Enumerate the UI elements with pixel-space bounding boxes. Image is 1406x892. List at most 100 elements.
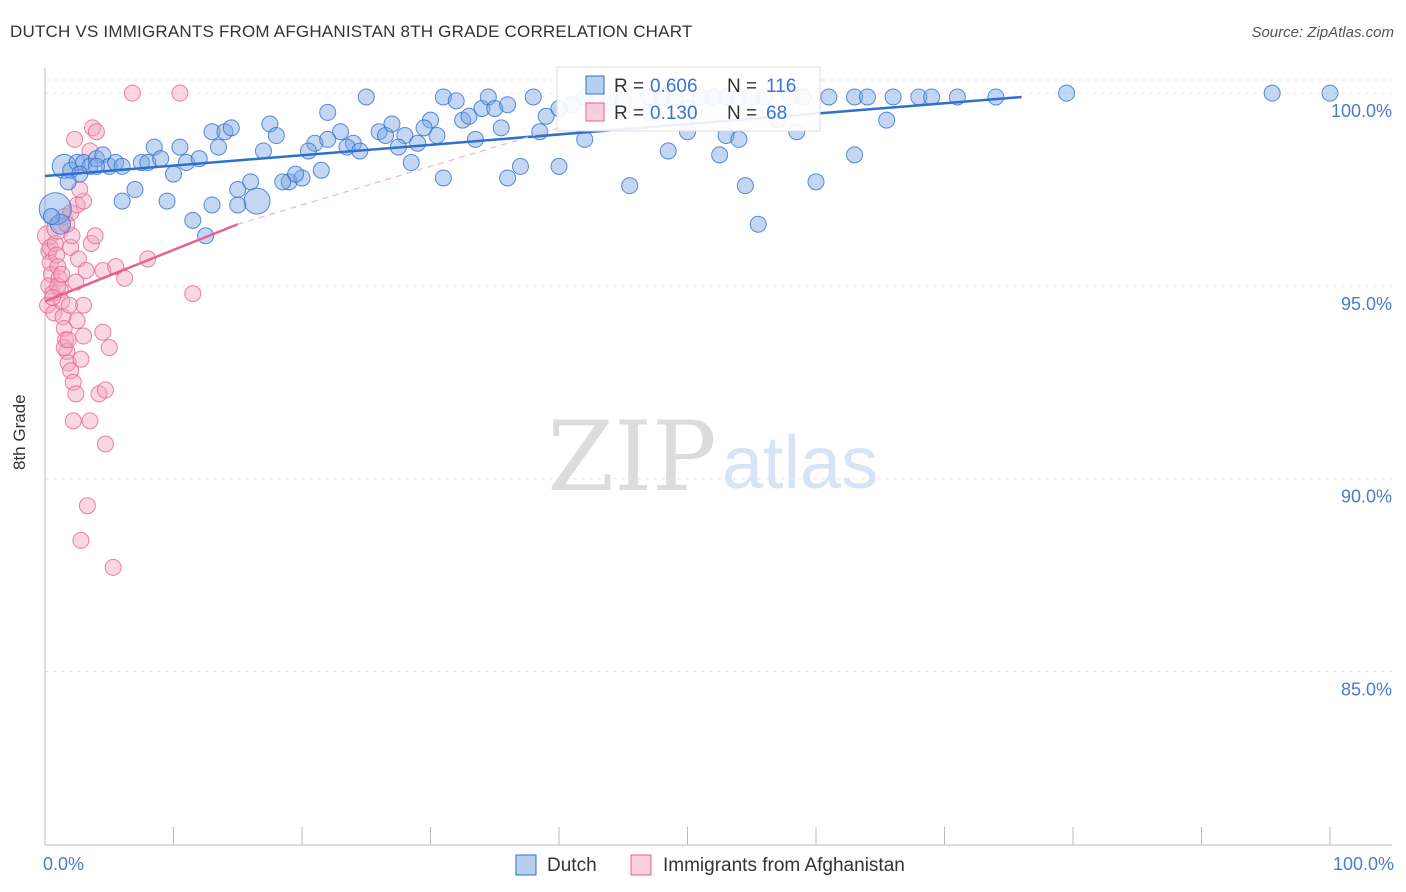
scatter-point	[415, 119, 433, 137]
scatter-point	[165, 165, 182, 183]
scatter-point	[357, 88, 375, 106]
scatter-point	[711, 146, 729, 164]
scatter-point	[621, 177, 639, 195]
scatter-point	[113, 192, 131, 210]
trend-lines	[44, 95, 1022, 303]
scatter-point	[171, 138, 189, 156]
legend-swatch-dutch	[585, 75, 605, 95]
scatter-point	[511, 157, 529, 175]
trend-line-afghanistan-extension	[237, 127, 560, 225]
scatter-point	[486, 100, 504, 118]
scatter-point	[466, 130, 484, 148]
legend-label-afghanistan: Immigrants from Afghanistan	[663, 855, 905, 876]
scatter-point	[104, 558, 122, 576]
scatter-point	[42, 208, 60, 226]
scatter-point	[402, 154, 420, 172]
scatter-point	[229, 181, 247, 199]
y-tick-label: 95.0%	[1341, 294, 1392, 314]
grid-lines	[45, 79, 1392, 672]
scatter-point	[319, 103, 337, 121]
scatter-point	[67, 385, 85, 403]
scatter-point	[53, 265, 71, 283]
scatter-point	[158, 192, 176, 210]
scatter-point	[38, 192, 72, 226]
trend-line-dutch	[44, 95, 1022, 178]
scatter-point	[184, 211, 202, 229]
y-tick-label: 90.0%	[1341, 487, 1392, 507]
stats-legend: R = 0.606 N = 116 R = 0.130 N = 68	[556, 66, 821, 132]
scatter-point	[332, 123, 350, 141]
scatter-point	[152, 150, 170, 168]
scatter-point	[113, 157, 131, 175]
x-tick-label: 0.0%	[43, 854, 84, 874]
scatter-point	[209, 138, 227, 156]
watermark-zip: ZIP	[547, 401, 716, 513]
x-tick-labels: 0.0% 100.0%	[43, 854, 1394, 874]
scatter-point	[499, 96, 517, 114]
scatter-point	[550, 157, 568, 175]
scatter-point	[434, 169, 452, 187]
scatter-point	[254, 142, 272, 160]
scatter-point	[72, 531, 90, 549]
scatter-point	[884, 88, 902, 106]
chart-title: DUTCH VS IMMIGRANTS FROM AFGHANISTAN 8TH…	[10, 22, 693, 41]
scatter-point	[524, 88, 542, 106]
scatter-point	[749, 215, 767, 233]
legend-swatch-dutch-bottom	[515, 854, 537, 876]
legend-r-label: R =	[614, 76, 644, 97]
trend-line-afghanistan	[44, 223, 239, 303]
scatter-point	[447, 92, 465, 110]
scatter-point	[267, 127, 285, 145]
scatter-point	[184, 285, 202, 303]
axes	[44, 68, 1392, 846]
legend-swatch-afghanistan	[585, 102, 605, 122]
scatter-point	[78, 497, 96, 515]
legend-r-value: 0.606	[650, 76, 698, 97]
scatter-point	[60, 296, 78, 314]
scatter-point	[287, 165, 305, 183]
scatter-point	[846, 146, 864, 164]
scatter-point	[100, 339, 118, 357]
scatter-point	[434, 88, 452, 106]
scatter-point	[177, 154, 195, 172]
scatter-point	[299, 142, 317, 160]
watermark: ZIP atlas	[547, 401, 878, 513]
scatter-point	[94, 323, 112, 341]
scatter-point	[274, 173, 292, 191]
scatter-point	[242, 173, 260, 191]
scatter-point	[1321, 84, 1339, 102]
scatter-point	[59, 331, 77, 349]
scatter-point	[203, 196, 221, 214]
scatter-point	[312, 161, 330, 179]
scatter-point	[87, 123, 105, 141]
source-credit: Source: ZipAtlas.com	[1251, 24, 1394, 41]
legend-swatch-afghanistan-bottom	[630, 854, 652, 876]
scatter-point	[123, 84, 141, 102]
scatter-point	[86, 227, 104, 245]
scatter-point	[66, 130, 84, 148]
legend-n-value: 68	[766, 103, 787, 124]
scatter-point	[1263, 84, 1281, 102]
y-tick-label: 100.0%	[1331, 101, 1392, 121]
scatter-point	[659, 142, 677, 160]
scatter-point	[499, 169, 517, 187]
scatter-point	[736, 177, 754, 195]
scatter-point	[132, 154, 150, 172]
scatter-point	[203, 123, 221, 141]
scatter-point	[730, 130, 748, 148]
scatter-point	[1058, 84, 1076, 102]
scatter-point	[75, 296, 93, 314]
scatter-point	[537, 107, 555, 125]
scatter-point	[460, 107, 478, 125]
y-tick-labels: 100.0% 95.0% 90.0% 85.0%	[1331, 101, 1392, 699]
scatter-point	[222, 119, 240, 137]
scatter-point	[409, 134, 427, 152]
scatter-point	[81, 412, 99, 430]
legend-r-value: 0.130	[650, 103, 698, 124]
scatter-point	[68, 312, 86, 330]
legend-label-dutch: Dutch	[547, 855, 597, 876]
scatter-point	[72, 350, 90, 368]
scatter-point	[243, 187, 271, 215]
scatter-point	[171, 84, 189, 102]
